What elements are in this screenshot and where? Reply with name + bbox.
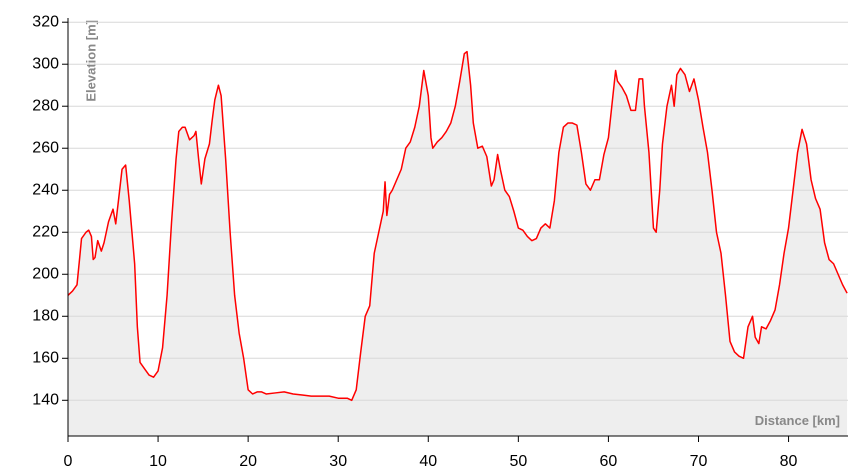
elevation-line — [67, 50, 848, 402]
x-tick-label: 50 — [509, 453, 527, 470]
y-tick-label: 220 — [32, 223, 59, 240]
x-tick-label: 0 — [64, 453, 73, 470]
y-tick-label: 160 — [32, 350, 59, 367]
y-tick-label: 180 — [32, 307, 59, 324]
y-tick-label: 240 — [32, 181, 59, 198]
y-tick-label: 260 — [32, 139, 59, 156]
x-tick-label: 40 — [419, 453, 437, 470]
x-tick-label: 30 — [329, 453, 347, 470]
x-axis-label: Distance [km] — [755, 413, 840, 428]
x-tick-label: 60 — [600, 453, 618, 470]
area-fill — [68, 51, 848, 437]
y-tick-label: 140 — [32, 392, 59, 409]
y-axis-label: Elevation [m] — [83, 20, 98, 102]
y-tick-label: 300 — [32, 55, 59, 72]
y-tick-label: 280 — [32, 97, 59, 114]
y-tick-label: 200 — [32, 265, 59, 282]
x-tick-label: 80 — [780, 453, 798, 470]
y-tick-label: 320 — [32, 13, 59, 30]
x-tick-label: 10 — [149, 453, 167, 470]
x-tick-label: 20 — [239, 453, 257, 470]
x-tick-label: 70 — [690, 453, 708, 470]
